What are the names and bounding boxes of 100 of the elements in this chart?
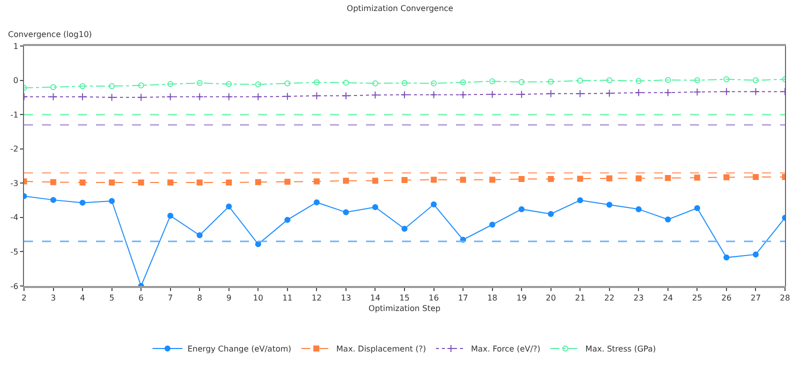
- chart-title: Optimization Convergence: [346, 4, 454, 14]
- point: [402, 226, 408, 232]
- x-tick-label: 2: [21, 294, 27, 303]
- point: [372, 204, 378, 210]
- y-tick-label: -4: [10, 213, 18, 222]
- point: [372, 80, 378, 86]
- point: [108, 179, 115, 186]
- point: [459, 90, 468, 99]
- point: [49, 92, 58, 101]
- x-tick-label: 4: [80, 294, 86, 303]
- point: [722, 88, 730, 96]
- y-tick-label: -6: [10, 282, 18, 291]
- point: [50, 196, 56, 203]
- point: [723, 76, 730, 82]
- point: [636, 206, 642, 212]
- x-tick-label: 10: [253, 294, 264, 303]
- point: [518, 79, 525, 85]
- point: [489, 222, 496, 228]
- point: [224, 92, 233, 101]
- point: [342, 80, 349, 86]
- x-tick-label: 15: [399, 294, 410, 303]
- point: [312, 92, 321, 100]
- point: [342, 209, 349, 216]
- point: [694, 174, 700, 181]
- point: [548, 176, 554, 182]
- point: [166, 92, 174, 101]
- x-tick-label: 20: [546, 294, 556, 303]
- point: [80, 83, 86, 90]
- x-tick-label: 14: [370, 294, 380, 303]
- point: [430, 80, 437, 86]
- legend-label: Energy Change (eV/atom): [188, 344, 292, 354]
- point: [460, 176, 466, 183]
- x-tick-label: 22: [604, 294, 614, 303]
- x-tick-label: 12: [312, 294, 322, 303]
- point: [518, 206, 525, 212]
- point: [108, 198, 115, 204]
- point: [342, 178, 349, 184]
- point: [284, 216, 290, 223]
- y-tick-label: 1: [13, 42, 18, 51]
- x-tick-label: 13: [340, 294, 352, 303]
- point: [283, 92, 292, 100]
- x-tick-label: 8: [197, 294, 202, 303]
- point: [489, 78, 496, 84]
- point: [723, 254, 730, 261]
- x-tick-label: 25: [692, 294, 702, 303]
- point: [636, 175, 642, 182]
- x-tick-label: 3: [50, 294, 56, 303]
- point: [255, 179, 262, 186]
- point: [693, 88, 702, 96]
- point: [138, 82, 144, 88]
- x-axis-title: Optimization Step: [368, 304, 440, 314]
- point: [167, 81, 174, 88]
- point: [694, 77, 700, 84]
- point: [430, 201, 437, 208]
- point: [577, 197, 584, 204]
- point: [489, 176, 496, 183]
- point: [548, 211, 554, 217]
- x-tick-label: 26: [721, 294, 732, 303]
- point: [284, 178, 290, 185]
- point: [254, 92, 262, 101]
- point: [80, 179, 86, 186]
- point: [606, 202, 612, 208]
- x-tick-label: 9: [226, 294, 232, 303]
- x-tick-label: 23: [634, 294, 644, 303]
- point: [196, 179, 203, 186]
- point: [577, 176, 584, 182]
- point: [664, 175, 671, 181]
- point: [80, 200, 86, 206]
- point: [576, 90, 584, 98]
- x-tick-label: 24: [662, 294, 674, 303]
- legend-label: Max. Stress (GPa): [585, 344, 656, 354]
- point: [400, 90, 408, 99]
- point: [606, 77, 612, 84]
- x-tick-label: 27: [750, 294, 761, 303]
- point: [50, 84, 56, 90]
- x-tick-label: 5: [109, 294, 114, 303]
- point: [137, 93, 146, 102]
- point: [664, 88, 672, 97]
- point: [752, 88, 760, 96]
- point: [78, 92, 87, 101]
- point: [226, 81, 232, 88]
- x-tick-label: 16: [428, 294, 439, 303]
- point: [694, 205, 700, 212]
- point: [546, 90, 555, 98]
- point: [518, 176, 525, 182]
- point: [634, 88, 643, 97]
- point: [196, 232, 203, 238]
- point: [577, 78, 584, 84]
- point: [226, 179, 232, 186]
- point: [606, 175, 612, 182]
- point: [108, 93, 116, 102]
- x-tick-label: 21: [575, 294, 586, 303]
- point: [488, 90, 496, 98]
- point: [196, 92, 204, 101]
- point: [138, 179, 144, 186]
- x-tick-label: 11: [282, 294, 293, 303]
- point: [226, 203, 232, 210]
- y-tick-label: -2: [10, 144, 18, 154]
- point: [167, 212, 174, 219]
- point: [605, 89, 614, 98]
